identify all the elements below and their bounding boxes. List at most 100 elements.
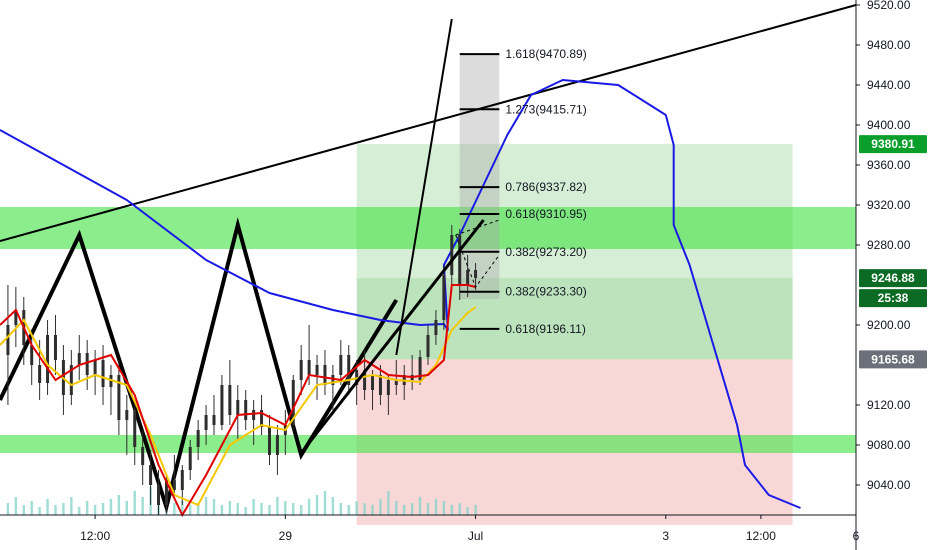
volume-bar [387, 491, 390, 515]
volume-bar [299, 505, 303, 515]
price-tag-label: 25:38 [878, 291, 909, 305]
candle-body [204, 415, 208, 430]
candle-body [188, 447, 192, 470]
volume-bar [426, 503, 430, 515]
volume-bar [395, 501, 398, 515]
volume-bar [212, 499, 216, 515]
price-tag-label: 9165.68 [871, 352, 915, 366]
overlay-layer [0, 219, 500, 518]
candle-body [133, 410, 137, 447]
volume-bar [101, 503, 105, 515]
candle-body [394, 380, 398, 385]
volume-bar [355, 501, 358, 515]
candle-body [236, 400, 240, 415]
candle-body [141, 447, 145, 465]
volume-bar [379, 499, 382, 515]
volume-bar [62, 503, 65, 515]
candle-body [252, 410, 256, 420]
volume-bar [434, 499, 438, 515]
zigzag-pattern[interactable] [0, 217, 399, 515]
volume-bar [458, 503, 461, 515]
price-tag [859, 289, 927, 308]
candle-body [220, 385, 224, 425]
candle-body [164, 480, 168, 505]
candle-body [6, 325, 10, 355]
fib-level-label: 1.273(9415.71) [505, 102, 586, 116]
candle-body [125, 410, 129, 420]
x-tick-label: 12:00 [80, 529, 110, 543]
fib-layer: 1.618(9470.89) 1.273(9415.71) 0.786(9337.8… [459, 47, 587, 336]
price-tag [859, 269, 927, 288]
candle-body [466, 270, 470, 285]
projection-dashed-line-upper [455, 219, 500, 236]
volume-bar [228, 501, 232, 515]
candle-body [77, 353, 81, 365]
volume-bar [276, 497, 279, 515]
volume-bar [363, 503, 366, 515]
volume-bar [117, 495, 121, 515]
fib-level-label: 0.382(9233.30) [505, 285, 586, 299]
volume-bar [141, 497, 144, 515]
candle-body [93, 360, 97, 375]
fib-projection-box [459, 54, 500, 299]
candle-body [315, 365, 319, 375]
volume-bar [244, 507, 247, 515]
volume-bar [323, 491, 327, 515]
support-band [0, 435, 856, 453]
candle-body [339, 355, 343, 375]
volume-bar [347, 505, 350, 515]
volume-bar [339, 503, 343, 515]
candle-body [101, 360, 105, 387]
candle-body [363, 370, 367, 390]
y-tick-label: 9440.00 [867, 78, 911, 92]
candle-body [244, 400, 248, 420]
x-tick-label: 12:00 [746, 529, 776, 543]
candle-body [474, 270, 478, 278]
y-tick-label: 9360.00 [867, 158, 911, 172]
candle-body [85, 353, 89, 375]
take-profit-zone [356, 144, 793, 360]
moving-average-blue [0, 79, 801, 509]
fib-level-label: 0.618(9310.95) [505, 207, 586, 221]
candle-body [117, 375, 121, 420]
volume-bar [403, 505, 406, 515]
y-tick-label: 9400.00 [867, 118, 911, 132]
volume-bar [252, 499, 255, 515]
candle-body [260, 410, 264, 427]
price-tag-label: 9380.91 [871, 137, 915, 151]
y-tick-label: 9200.00 [867, 318, 911, 332]
y-tick-label: 9120.00 [867, 398, 911, 412]
volume-bar [410, 503, 414, 515]
volume-bar [268, 505, 271, 515]
volume-bar [46, 499, 49, 515]
candle-body [149, 465, 153, 485]
candle-body [299, 360, 303, 380]
ascending-trendline[interactable] [0, 4, 857, 242]
zone-layer [0, 54, 856, 525]
moving-average-yellow [0, 306, 477, 507]
candle-body [307, 360, 311, 375]
candle-body [69, 365, 73, 395]
volume-bar [220, 505, 224, 515]
vertical-trendline[interactable] [395, 18, 453, 356]
y-tick-label: 9280.00 [867, 238, 911, 252]
x-tick-label: 3 [662, 529, 669, 543]
candle-body [30, 345, 34, 365]
candle-body [378, 375, 382, 395]
volume-bar [371, 505, 374, 515]
uptrend-line[interactable] [300, 219, 485, 454]
y-tick-label: 9320.00 [867, 198, 911, 212]
volume-bar [78, 507, 81, 515]
resistance-band [0, 207, 856, 249]
volume-bar [14, 497, 18, 515]
volume-bar [93, 505, 97, 515]
y-tick-label: 9520.00 [867, 0, 911, 12]
candle-body [450, 235, 454, 275]
candle-body [53, 335, 57, 360]
volume-bar [204, 497, 208, 515]
volume-bar [466, 507, 469, 515]
y-tick-label: 9480.00 [867, 38, 911, 52]
candle-body [157, 485, 161, 505]
candle-body [434, 320, 438, 335]
